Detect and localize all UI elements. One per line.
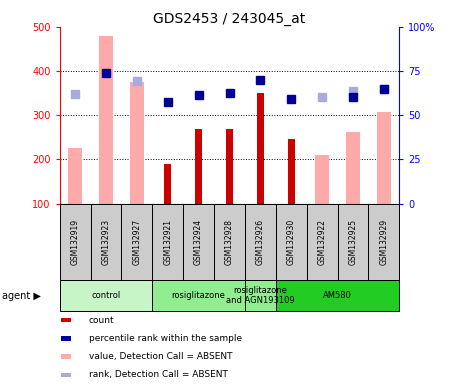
Text: GSM132930: GSM132930 <box>287 219 296 265</box>
Text: GSM132924: GSM132924 <box>194 219 203 265</box>
Text: agent ▶: agent ▶ <box>2 291 41 301</box>
Bar <box>315 155 329 204</box>
Bar <box>226 129 233 204</box>
Text: value, Detection Call = ABSENT: value, Detection Call = ABSENT <box>89 352 232 361</box>
Text: count: count <box>89 316 114 324</box>
Text: AM580: AM580 <box>323 291 352 300</box>
Text: GSM132929: GSM132929 <box>380 219 388 265</box>
Bar <box>369 204 399 280</box>
Bar <box>195 129 202 204</box>
Bar <box>152 204 183 280</box>
Bar <box>61 354 72 359</box>
Text: rosiglitazone
and AGN193109: rosiglitazone and AGN193109 <box>226 286 295 305</box>
Bar <box>60 204 90 280</box>
Text: GSM132925: GSM132925 <box>348 219 358 265</box>
Text: rank, Detection Call = ABSENT: rank, Detection Call = ABSENT <box>89 371 228 379</box>
Bar <box>99 36 113 204</box>
Bar <box>68 148 82 204</box>
Text: control: control <box>91 291 121 300</box>
Text: GSM132922: GSM132922 <box>318 219 327 265</box>
Bar <box>276 204 307 280</box>
Bar <box>337 204 369 280</box>
Bar <box>276 280 399 311</box>
Bar <box>61 336 72 341</box>
Bar <box>122 204 152 280</box>
Title: GDS2453 / 243045_at: GDS2453 / 243045_at <box>153 12 306 26</box>
Bar <box>346 132 360 204</box>
Bar <box>90 204 122 280</box>
Bar <box>130 82 144 204</box>
Bar <box>60 280 152 311</box>
Bar <box>61 318 72 322</box>
Text: GSM132921: GSM132921 <box>163 219 172 265</box>
Bar <box>245 204 276 280</box>
Text: GSM132923: GSM132923 <box>101 219 111 265</box>
Text: GSM132927: GSM132927 <box>132 219 141 265</box>
Bar <box>377 112 391 204</box>
Text: percentile rank within the sample: percentile rank within the sample <box>89 334 242 343</box>
Bar <box>214 204 245 280</box>
Text: GSM132926: GSM132926 <box>256 219 265 265</box>
Text: GSM132919: GSM132919 <box>71 219 79 265</box>
Bar <box>61 373 72 377</box>
Text: GSM132928: GSM132928 <box>225 219 234 265</box>
Bar <box>183 204 214 280</box>
Bar <box>288 139 295 204</box>
Text: rosiglitazone: rosiglitazone <box>172 291 225 300</box>
Bar <box>257 93 264 204</box>
Bar <box>245 280 276 311</box>
Bar <box>307 204 337 280</box>
Bar <box>164 164 171 204</box>
Bar <box>152 280 245 311</box>
